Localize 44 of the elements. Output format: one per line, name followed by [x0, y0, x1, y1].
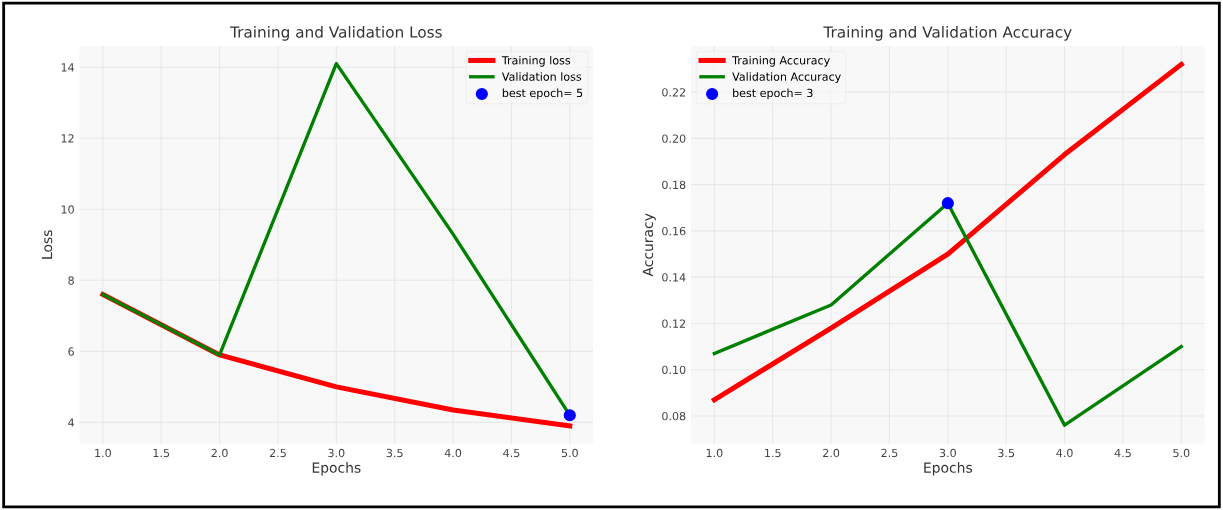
y-tick-label: 10 [61, 205, 74, 214]
x-tick-label: 3.5 [998, 448, 1015, 458]
x-tick-label: 3.0 [939, 448, 956, 458]
chart-title: Training and Validation Loss [230, 25, 442, 41]
y-tick-label: 12 [61, 134, 74, 143]
legend-label: Validation loss [501, 72, 582, 81]
x-axis-title: Epochs [924, 462, 973, 476]
y-tick-label: 0.18 [662, 180, 686, 190]
x-tick-label: 2.5 [269, 448, 286, 458]
x-tick-label: 4.0 [1056, 448, 1073, 458]
legend-label: Training loss [501, 55, 571, 67]
y-axis-title: Loss [41, 230, 53, 259]
x-tick-label: 4.5 [1114, 448, 1131, 458]
y-tick-label: 4 [68, 418, 75, 427]
x-tick-label: 4.5 [503, 448, 520, 458]
chart-title: Training and Validation Accuracy [823, 25, 1072, 41]
y-tick-label: 0.14 [662, 273, 686, 282]
legend-label: Training Accuracy [732, 55, 830, 67]
x-tick-label: 3.0 [328, 448, 345, 458]
x-tick-label: 1.0 [95, 448, 111, 458]
legend-label: best epoch= 3 [733, 88, 813, 100]
x-tick-label: 5.0 [561, 448, 578, 458]
x-tick-label: 2.0 [211, 448, 228, 458]
y-tick-label: 6 [68, 347, 74, 356]
x-tick-label: 3.5 [386, 448, 403, 458]
y-tick-label: 0.08 [662, 411, 686, 421]
y-tick-label: 0.10 [662, 365, 686, 375]
legend-label: Validation Accuracy [732, 72, 841, 83]
y-axis-title: Accuracy [642, 213, 656, 277]
legend-label: best epoch= 5 [502, 88, 583, 100]
x-tick-label: 2.5 [881, 448, 898, 458]
x-tick-label: 4.0 [444, 448, 462, 458]
y-tick-label: 0.20 [662, 134, 686, 143]
y-tick-label: 8 [68, 276, 74, 285]
x-tick-label: 1.5 [153, 448, 170, 458]
y-tick-label: 0.12 [662, 319, 686, 328]
y-tick-label: 0.16 [662, 226, 686, 236]
x-tick-label: 2.0 [823, 448, 840, 458]
y-tick-label: 14 [61, 63, 75, 72]
x-axis-title: Epochs [312, 462, 361, 476]
x-tick-label: 5.0 [1173, 448, 1190, 458]
x-tick-label: 1.0 [706, 448, 723, 458]
x-tick-label: 1.5 [765, 448, 781, 458]
y-tick-label: 0.22 [662, 88, 686, 97]
